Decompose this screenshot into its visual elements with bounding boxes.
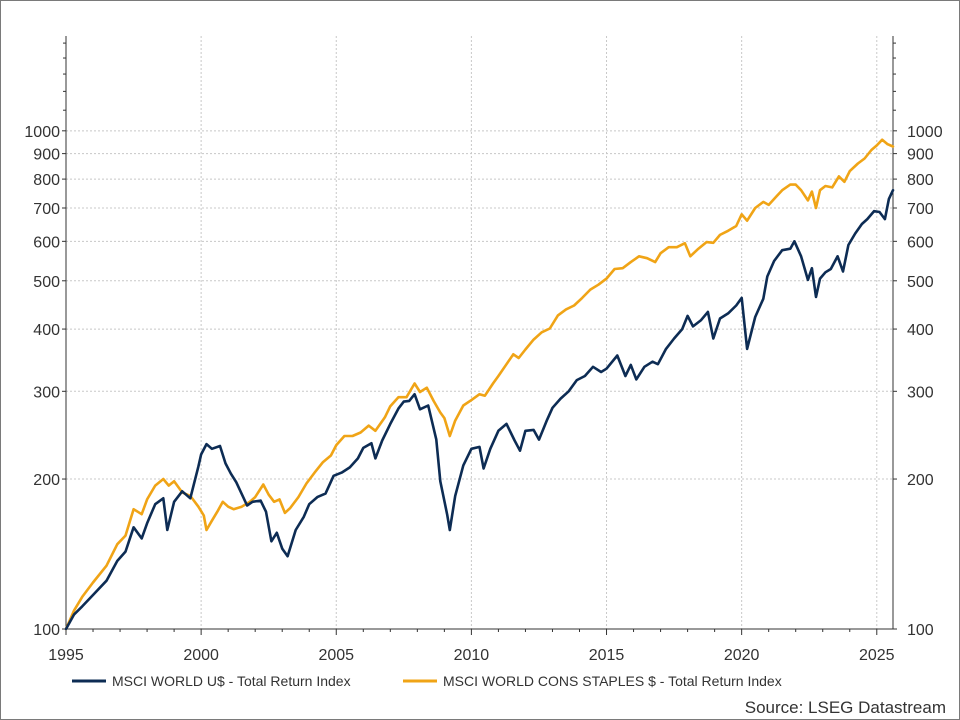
y-tick-label-left: 200 [33, 472, 60, 489]
y-tick-label-right: 800 [907, 172, 934, 189]
x-tick-label: 2010 [454, 647, 490, 664]
legend: MSCI WORLD U$ - Total Return Index MSCI W… [72, 673, 782, 689]
y-tick-label-left: 600 [33, 234, 60, 251]
y-tick-label-left: 300 [33, 384, 60, 401]
series-layer [64, 138, 895, 631]
x-tick-label: 2015 [589, 647, 625, 664]
y-tick-label-left: 900 [33, 147, 60, 164]
y-tick-label-left: 400 [33, 322, 60, 339]
y-tick-label-right: 700 [907, 201, 934, 218]
y-tick-label-left: 500 [33, 274, 60, 291]
y-tick-label-left: 100 [33, 622, 60, 639]
y-tick-label-right: 900 [907, 147, 934, 164]
x-tick-label: 2025 [859, 647, 895, 664]
x-tick-label: 2020 [724, 647, 760, 664]
series-line-msci-world-cons-staples [64, 138, 895, 631]
x-tick-label: 2000 [183, 647, 219, 664]
y-tick-label-left: 700 [33, 201, 60, 218]
y-tick-label-right: 300 [907, 384, 934, 401]
y-tick-label-right: 100 [907, 622, 934, 639]
y-tick-label-left: 1000 [24, 124, 60, 141]
y-tick-label-right: 600 [907, 234, 934, 251]
x-tick-label: 1995 [48, 647, 84, 664]
series-line-msci-world [64, 188, 895, 631]
source-label: Source: LSEG Datastream [745, 698, 946, 717]
legend-label-msci-world-cons-staples: MSCI WORLD CONS STAPLES $ - Total Return… [443, 673, 782, 689]
y-tick-label-right: 500 [907, 274, 934, 291]
y-tick-label-right: 400 [907, 322, 934, 339]
x-tick-label: 2005 [318, 647, 354, 664]
y-tick-label-right: 200 [907, 472, 934, 489]
grid [66, 36, 893, 629]
y-tick-label-left: 800 [33, 172, 60, 189]
y-tick-label-right: 1000 [907, 124, 943, 141]
axes: 100 100 200 200 300 300 400 400 500 500 600 600 700 7… [24, 36, 943, 664]
legend-label-msci-world: MSCI WORLD U$ - Total Return Index [112, 673, 351, 689]
